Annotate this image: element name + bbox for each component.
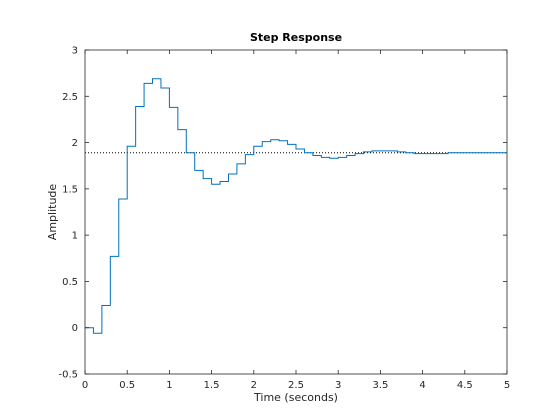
y-tick-label: 1.5 — [62, 184, 78, 195]
x-tick-label: 3.5 — [372, 380, 388, 391]
x-tick-label: 0.5 — [119, 380, 135, 391]
y-tick-label: 0 — [72, 323, 78, 334]
x-tick-label: 2.5 — [288, 380, 304, 391]
x-tick-label: 1 — [166, 380, 172, 391]
x-tick-label: 2 — [251, 380, 257, 391]
y-tick-label: -0.5 — [58, 370, 78, 381]
y-axis-ticks: -0.5 0 0.5 1 1.5 2 2.5 3 — [58, 46, 507, 381]
x-tick-label: 0 — [82, 380, 88, 391]
y-tick-label: 2.5 — [62, 92, 78, 103]
series-layer — [85, 78, 507, 334]
x-axis-label: Time (seconds) — [253, 391, 338, 404]
x-tick-label: 1.5 — [204, 380, 220, 391]
y-tick-label: 2 — [72, 138, 78, 149]
y-axis-label: Amplitude — [46, 184, 59, 241]
y-tick-label: 1 — [72, 231, 78, 242]
chart-title: Step Response — [250, 31, 342, 44]
y-tick-label: 0.5 — [62, 277, 78, 288]
x-tick-label: 4.5 — [457, 380, 473, 391]
x-tick-label: 3 — [335, 380, 341, 391]
x-axis-ticks: 0 0.5 1 1.5 2 2.5 3 3.5 4 4.5 5 — [82, 50, 510, 391]
y-tick-label: 3 — [72, 46, 78, 57]
step-response-series-0 — [85, 78, 507, 334]
x-tick-label: 5 — [504, 380, 510, 391]
plot-area — [85, 50, 507, 374]
x-tick-label: 4 — [419, 380, 425, 391]
